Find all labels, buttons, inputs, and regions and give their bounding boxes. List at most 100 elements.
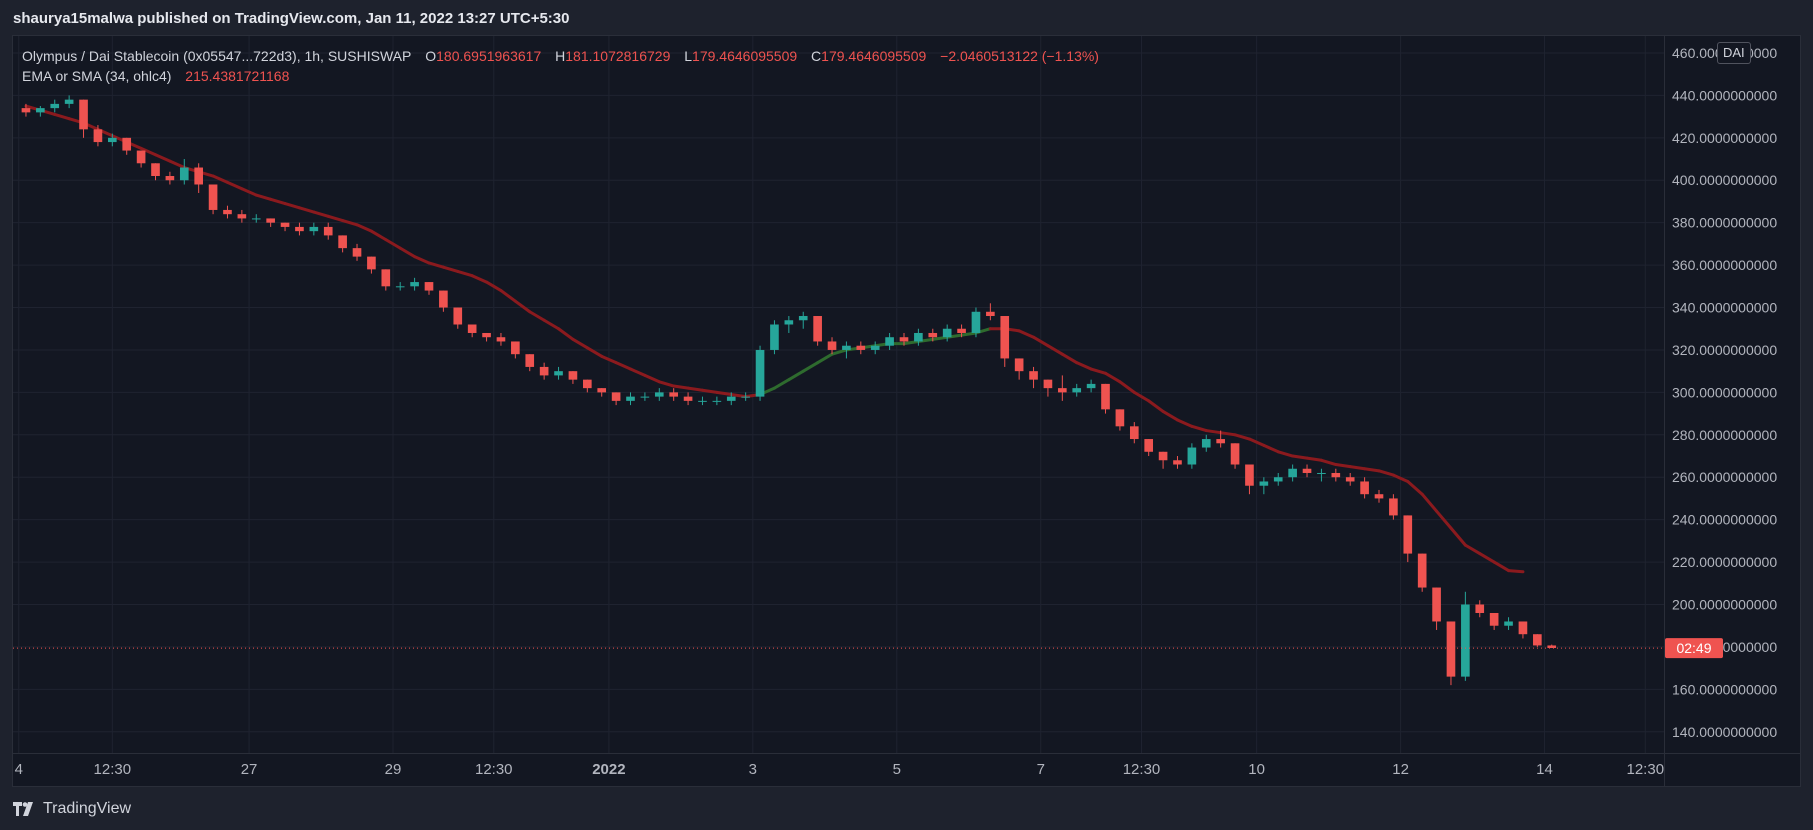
ma-segment xyxy=(297,206,316,214)
ma-segment xyxy=(1060,352,1079,365)
ma-segment xyxy=(542,318,561,331)
candle xyxy=(208,184,218,215)
price-axis[interactable]: 460.0000000000440.0000000000420.00000000… xyxy=(1672,45,1777,740)
ma-segment xyxy=(600,354,618,365)
candle-body xyxy=(1547,645,1557,648)
footer xyxy=(0,787,1813,830)
candle-body xyxy=(1000,316,1010,359)
candle-body xyxy=(323,226,333,236)
candle xyxy=(1101,383,1110,414)
candle xyxy=(323,222,333,240)
candle-body xyxy=(928,332,938,338)
ma-segment xyxy=(1391,473,1410,483)
candle-body xyxy=(280,222,290,227)
candle xyxy=(1259,477,1269,495)
candle xyxy=(1374,489,1384,503)
ma-segment xyxy=(657,380,676,388)
candle xyxy=(395,282,405,291)
candle xyxy=(1432,587,1441,630)
ma-segment xyxy=(931,335,949,341)
candle-body xyxy=(1259,481,1269,486)
candle-body xyxy=(309,226,319,232)
indicator-row[interactable]: EMA or SMA (34, ohlc4) 215.4381721168 xyxy=(22,66,1099,86)
candle xyxy=(1072,383,1082,397)
candle xyxy=(654,388,664,401)
candle xyxy=(79,99,88,138)
candle-body xyxy=(669,392,679,397)
ma-segment xyxy=(1406,479,1424,496)
candle xyxy=(1389,494,1398,520)
candle-body xyxy=(640,396,650,398)
symbol-row[interactable]: Olympus / Dai Stablecoin (0x05547...722d… xyxy=(22,46,1099,66)
time-axis[interactable]: 4 12:30 27 29 12:30 2022 3 5 7 12:30 10 12 14 12:30 xyxy=(15,761,1664,778)
candle-body xyxy=(1158,451,1168,461)
candle-body xyxy=(842,345,851,350)
ma-segment xyxy=(499,289,517,303)
candle xyxy=(1288,464,1297,482)
candle xyxy=(1058,375,1067,401)
ma-segment xyxy=(787,369,805,382)
candle xyxy=(309,222,319,236)
candle xyxy=(626,392,635,406)
time-tick-label: 12:30 xyxy=(1627,761,1665,778)
price-tick-label: 260.0000000000 xyxy=(1672,469,1777,485)
candle-body xyxy=(1518,621,1528,635)
candle-body xyxy=(1345,477,1355,482)
candle xyxy=(122,137,132,155)
candle xyxy=(496,332,506,346)
candle-body xyxy=(237,214,247,219)
candle xyxy=(1345,472,1355,486)
chart-legend: Olympus / Dai Stablecoin (0x05547...722d… xyxy=(22,46,1099,86)
candle-body xyxy=(1144,439,1154,452)
chart-frame[interactable] xyxy=(12,35,1801,787)
candle xyxy=(1302,464,1312,478)
ma-segment xyxy=(830,348,848,356)
candle xyxy=(971,307,981,338)
candle-body xyxy=(971,311,981,333)
time-tick-label: 12:30 xyxy=(475,761,513,778)
candle-body xyxy=(136,150,146,164)
candle-body xyxy=(726,396,736,401)
symbol-title[interactable]: Olympus / Dai Stablecoin (0x05547...722d… xyxy=(22,48,412,64)
ma-segment xyxy=(816,352,834,365)
candle-body xyxy=(698,400,707,402)
ma-segment xyxy=(269,197,287,206)
time-tick-label: 2022 xyxy=(592,761,625,778)
candle xyxy=(1129,422,1139,444)
candle-body xyxy=(1273,477,1283,482)
candle-body xyxy=(36,108,45,113)
ma-segment xyxy=(154,153,172,163)
candle xyxy=(813,316,822,346)
currency-badge[interactable]: DAI xyxy=(1717,42,1751,64)
candle xyxy=(381,269,391,291)
candle-body xyxy=(266,218,275,223)
price-tick-label: 380.0000000000 xyxy=(1672,215,1777,231)
candle xyxy=(439,290,448,312)
tradingview-logo[interactable]: TradingView xyxy=(13,800,131,818)
time-tick-label: 14 xyxy=(1536,761,1553,778)
candlestick-series xyxy=(21,95,1557,686)
candle-body xyxy=(654,392,664,397)
ma-segment xyxy=(413,255,431,265)
price-tick-label: 400.0000000000 xyxy=(1672,172,1777,188)
time-tick-label: 27 xyxy=(241,761,258,778)
candle xyxy=(1187,443,1197,469)
candle xyxy=(1547,644,1557,648)
countdown-badge: 02:49 xyxy=(1665,638,1723,659)
open-label: O xyxy=(425,48,437,64)
price-tick-label: 420.0000000000 xyxy=(1672,130,1777,146)
indicator-name[interactable]: EMA or SMA (34, ohlc4) xyxy=(22,68,172,84)
close-label: C xyxy=(811,48,822,64)
ma-segment xyxy=(1449,526,1467,547)
ma-segment xyxy=(700,388,719,394)
candle-body xyxy=(511,341,520,355)
candle xyxy=(899,332,909,346)
candle xyxy=(1000,316,1010,367)
candle xyxy=(93,125,103,147)
candle-body xyxy=(352,248,362,257)
candle xyxy=(568,371,578,384)
candle xyxy=(511,341,520,359)
candle-body xyxy=(395,286,405,288)
ma-segment xyxy=(441,265,460,273)
